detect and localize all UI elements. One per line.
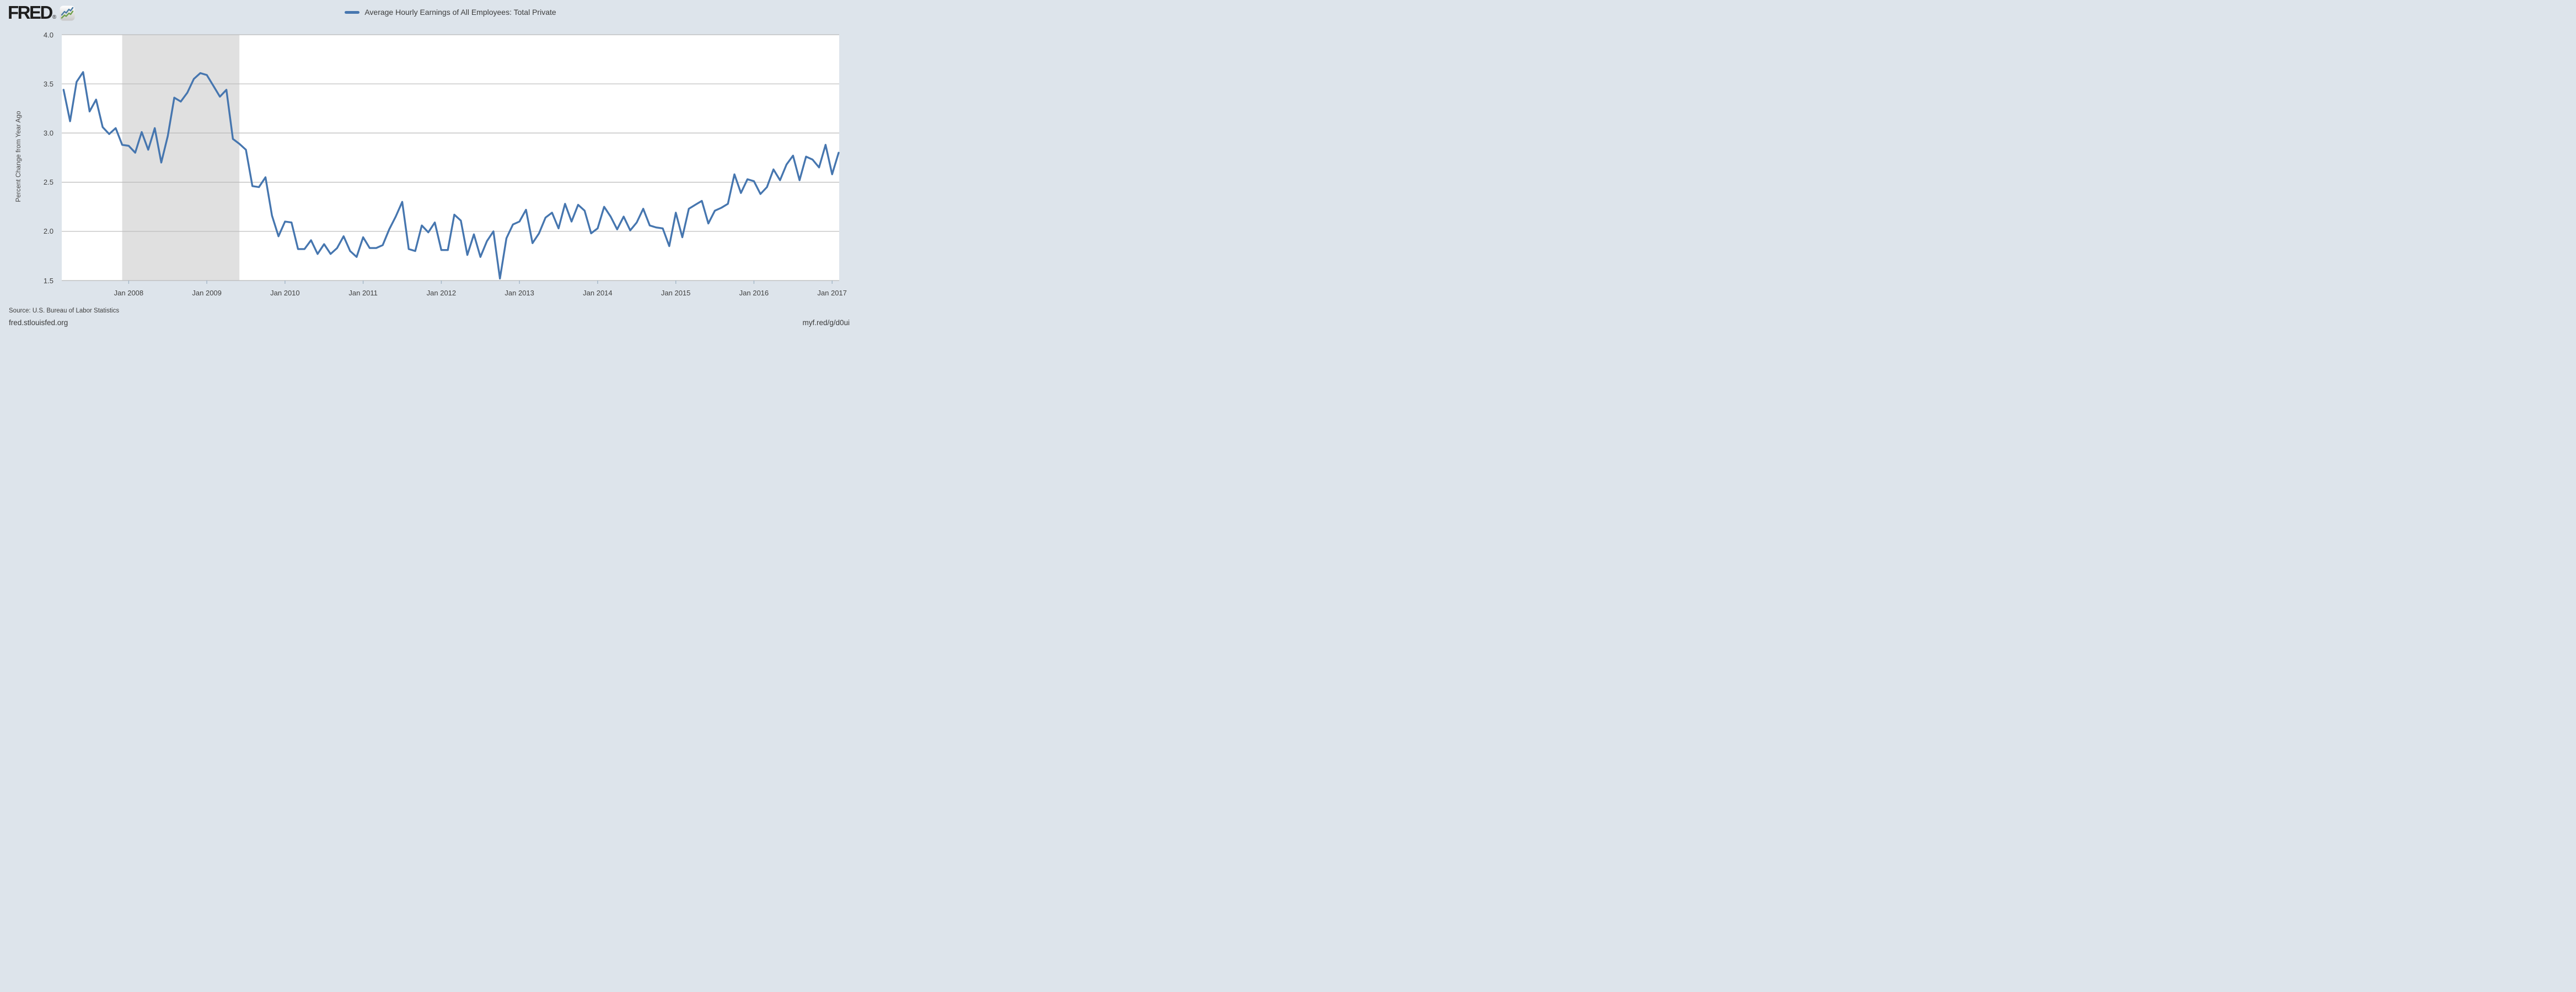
y-tick-label-2.5: 2.5 <box>43 178 53 187</box>
fred-site-link[interactable]: fred.stlouisfed.org <box>9 319 68 327</box>
fred-logo-text: FRED <box>8 2 53 23</box>
y-tick-label-2.0: 2.0 <box>43 227 53 236</box>
y-tick-label-4.0: 4.0 <box>43 30 53 39</box>
y-axis-title: Percent Change from Year Ago <box>14 111 22 202</box>
fred-chart-icon <box>60 6 75 24</box>
legend-series-label: Average Hourly Earnings of All Employees… <box>364 8 556 17</box>
fred-chart-page: { "header": { "logo_text": "FRED", "regi… <box>0 0 858 331</box>
earnings-line-chart <box>62 34 840 284</box>
x-tick-label-2017-01: Jan 2017 <box>817 289 847 297</box>
registered-trademark: ® <box>52 14 57 20</box>
x-tick-label-2012-01: Jan 2012 <box>426 289 457 297</box>
y-tick-label-3.5: 3.5 <box>43 79 53 88</box>
earnings-series-line <box>62 71 840 280</box>
y-tick-label-1.5: 1.5 <box>43 276 53 285</box>
x-tick-label-2008-01: Jan 2008 <box>114 289 144 297</box>
source-note: Source: U.S. Bureau of Labor Statistics <box>9 308 120 314</box>
x-tick-label-2016-01: Jan 2016 <box>739 289 769 297</box>
y-tick-label-3.0: 3.0 <box>43 128 53 137</box>
short-url-link[interactable]: myf.red/g/d0ui <box>802 319 850 327</box>
chart-legend: Average Hourly Earnings of All Employees… <box>62 8 839 17</box>
x-tick-label-2013-01: Jan 2013 <box>505 289 534 297</box>
x-tick-label-2015-01: Jan 2015 <box>661 289 691 297</box>
plot-area <box>62 34 840 284</box>
x-tick-label-2010-01: Jan 2010 <box>270 289 300 297</box>
x-tick-label-2014-01: Jan 2014 <box>583 289 613 297</box>
legend-line-swatch <box>345 10 360 14</box>
recession-band <box>122 35 240 281</box>
fred-logo: FRED ® <box>8 3 75 24</box>
x-tick-label-2011-01: Jan 2011 <box>348 289 378 297</box>
x-tick-label-2009-01: Jan 2009 <box>192 289 222 297</box>
